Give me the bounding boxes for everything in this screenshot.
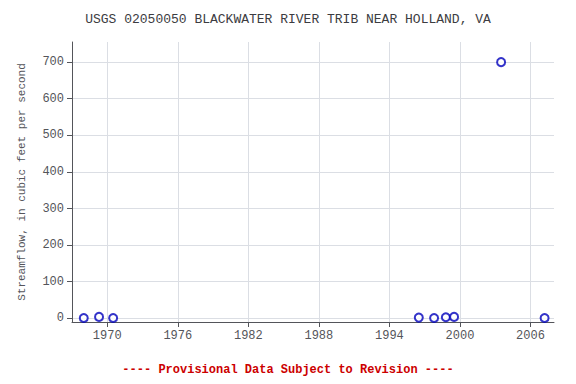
svg-text:1970: 1970 [93,329,122,343]
svg-text:500: 500 [42,128,64,142]
svg-text:Streamflow, in cubic feet per: Streamflow, in cubic feet per second [16,63,28,301]
svg-text:1994: 1994 [375,329,404,343]
svg-text:1982: 1982 [234,329,263,343]
svg-text:0: 0 [57,311,64,325]
svg-text:700: 700 [42,55,64,69]
svg-text:2006: 2006 [516,329,545,343]
svg-text:1976: 1976 [163,329,192,343]
svg-text:300: 300 [42,202,64,216]
svg-text:---- Provisional Data Subject: ---- Provisional Data Subject to Revisio… [122,363,453,377]
svg-text:600: 600 [42,92,64,106]
svg-text:400: 400 [42,165,64,179]
svg-text:1988: 1988 [304,329,333,343]
svg-text:2000: 2000 [446,329,475,343]
svg-text:200: 200 [42,238,64,252]
svg-text:100: 100 [42,275,64,289]
svg-text:USGS 02050050 BLACKWATER RIVER: USGS 02050050 BLACKWATER RIVER TRIB NEAR… [85,12,491,27]
